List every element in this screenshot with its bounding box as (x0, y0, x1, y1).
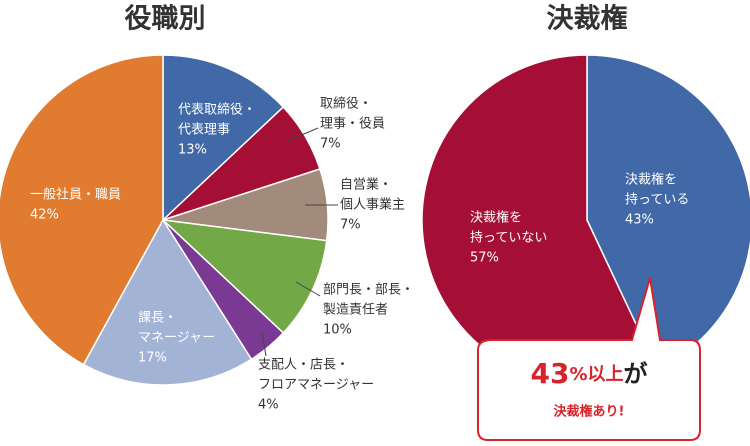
slice-label: 持っている (625, 193, 689, 208)
value-label: 42% (30, 208, 59, 223)
pie-slice (586, 54, 750, 371)
leader-line (284, 127, 319, 143)
slice-label: マネージャー (138, 331, 215, 346)
value-label: 7% (320, 137, 341, 152)
value-label: 43% (625, 213, 654, 228)
callout-text: 43%以上が (530, 357, 647, 390)
value-label: 10% (323, 323, 352, 338)
callout-text: 決裁権あり! (554, 404, 625, 420)
chart-title: 決裁権 (547, 3, 628, 35)
value-label: 4% (258, 398, 279, 413)
slice-label: 支配人・店長・ (258, 358, 349, 373)
slice-label: 部門長・部長・ (323, 283, 414, 298)
value-label: 13% (178, 143, 207, 158)
slice-label: 理事・役員 (320, 117, 385, 132)
value-label: 17% (138, 351, 167, 366)
slice-label: 個人事業主 (340, 197, 405, 213)
callout-particle: が (624, 360, 648, 388)
slice-label: 決裁権を (470, 210, 522, 226)
leader-line (295, 281, 321, 297)
pie-slice (82, 218, 253, 386)
pies: 代表取締役・代表理事 13% 取締役・理事・役員 7% 自営業・個人事業主 7% 部門長・部… (0, 54, 750, 413)
pie-slice (160, 218, 328, 335)
callout-box (477, 277, 701, 441)
slice-label: 代表取締役・ (178, 102, 256, 118)
value-label: 57% (470, 251, 499, 266)
chart-title: 役職別 (125, 4, 206, 35)
slice-label: 課長・ (138, 310, 177, 326)
leader-line (261, 332, 267, 357)
slice-label: 自営業・ (340, 177, 392, 193)
slice-label: 持っていない (470, 231, 547, 246)
value-label: 7% (340, 218, 361, 233)
callout-number: 43 (530, 357, 569, 390)
slice-label: フロアマネージャー (258, 378, 374, 393)
pie-slice (0, 54, 164, 366)
callout-unit: %以上 (569, 364, 623, 385)
slice-label: 一般社員・職員 (30, 187, 121, 203)
slice-label: 代表理事 (178, 123, 230, 138)
pie-slice (162, 54, 285, 222)
slice-label: 決裁権を (625, 172, 677, 188)
slice-label: 取締役・ (320, 96, 372, 112)
slice-label: 製造責任者 (323, 303, 388, 318)
